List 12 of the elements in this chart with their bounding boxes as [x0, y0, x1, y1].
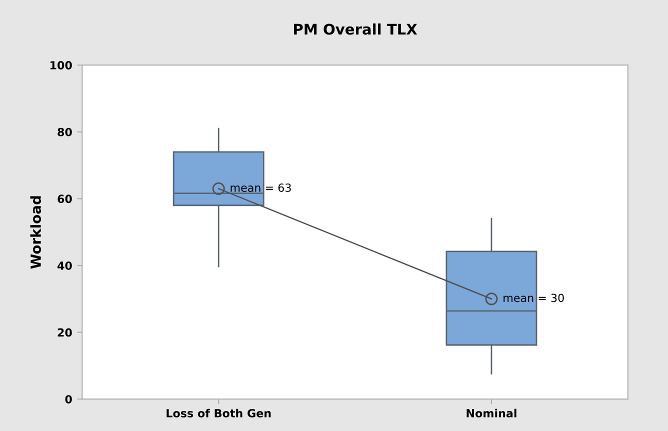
y-tick-label: 0	[65, 395, 72, 404]
y-tick-label: 80	[58, 128, 72, 136]
chart-title: PM Overall TLX	[294, 23, 418, 35]
x-tick-label: Loss of Both Gen	[166, 408, 271, 418]
y-tick-label: 40	[57, 261, 72, 270]
annotation: mean = 30	[504, 294, 564, 302]
annotation: mean = 63	[230, 183, 291, 192]
y-tick-label: 60	[58, 194, 72, 204]
y-tick-label: 20	[58, 328, 72, 337]
x-tick-label: Nominal	[466, 408, 516, 418]
y-tick-label: 100	[50, 61, 72, 70]
y-axis-title: Workload	[30, 196, 42, 269]
